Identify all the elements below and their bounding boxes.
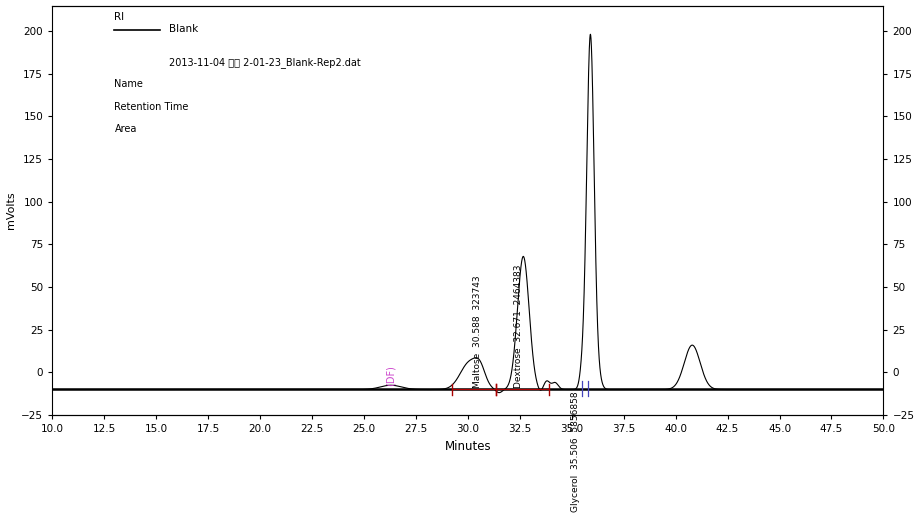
Text: 2013-11-04 오후 2-01-23_Blank-Rep2.dat: 2013-11-04 오후 2-01-23_Blank-Rep2.dat <box>168 57 360 68</box>
Text: Dextrose  32.671  2464383: Dextrose 32.671 2464383 <box>514 264 523 388</box>
Text: Retention Time: Retention Time <box>114 102 188 112</box>
Text: Name: Name <box>114 79 143 89</box>
Text: (DF): (DF) <box>385 365 395 386</box>
Y-axis label: mVolts: mVolts <box>6 192 16 229</box>
X-axis label: Minutes: Minutes <box>444 440 491 453</box>
Text: Maltose  30.588  323743: Maltose 30.588 323743 <box>472 275 482 388</box>
Text: Glycerol  35.506  5856858: Glycerol 35.506 5856858 <box>571 391 580 512</box>
Text: Area: Area <box>114 124 137 134</box>
Text: RI: RI <box>114 12 124 22</box>
Text: Blank: Blank <box>168 24 198 34</box>
